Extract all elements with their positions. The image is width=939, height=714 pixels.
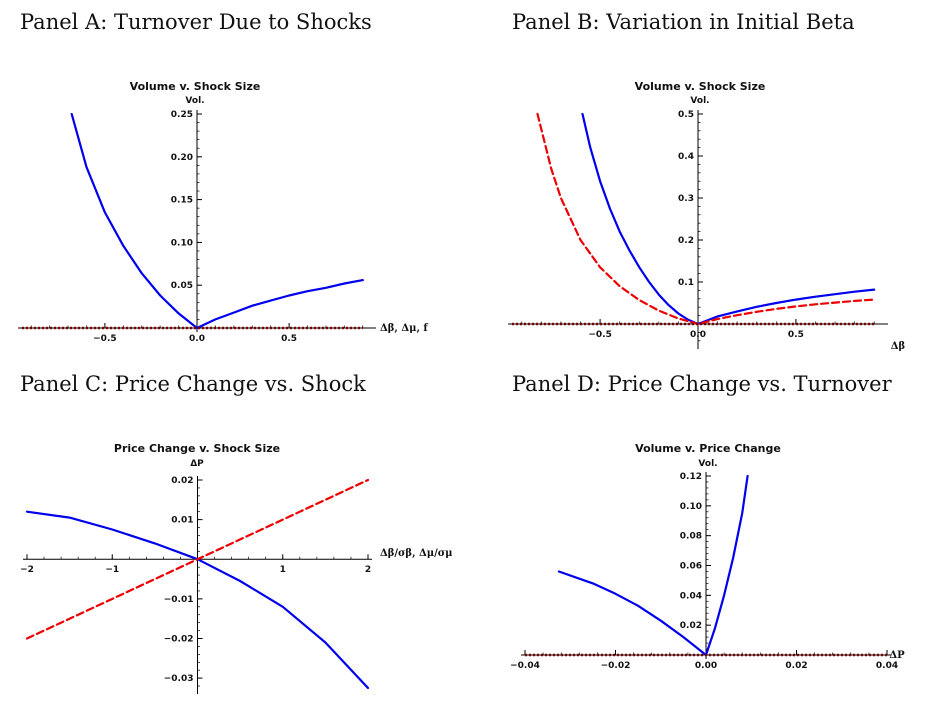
x-tick-label: 2	[365, 565, 371, 575]
x-axis-label: Δβ/σβ, Δμ/σμ	[380, 548, 452, 559]
y-axis-label: Vol.	[690, 96, 709, 106]
y-tick-label: 0.25	[171, 110, 193, 120]
y-tick-label: 0.1	[678, 278, 694, 288]
chart-title: Volume v. Shock Size	[130, 80, 261, 93]
y-tick-label: −0.02	[164, 634, 194, 644]
y-tick-label: −0.03	[164, 674, 194, 684]
x-tick-label: −0.04	[510, 661, 540, 671]
series-line	[581, 112, 876, 326]
chart-volume-shock-beta: Volume v. Shock Size Vol. −0.5 0.0 0.5 0.1 0.2…	[508, 80, 906, 352]
y-tick-label: 0.08	[680, 532, 702, 542]
y-tick-label: 0.2	[678, 236, 694, 246]
y-tick-label: 0.04	[680, 591, 702, 601]
y-tick-label: 0.10	[171, 238, 193, 248]
series-line	[70, 112, 364, 330]
chart-title: Volume v. Shock Size	[635, 80, 766, 93]
chart-title: Volume v. Price Change	[635, 442, 781, 455]
y-tick-label: 0.5	[678, 110, 694, 120]
chart-price-change-shock: Price Change v. Shock Size ΔP −2 −1 1 2 −0.03 −…	[20, 442, 452, 694]
y-tick-label: 0.20	[171, 153, 193, 163]
x-axis-label: ΔP	[889, 650, 905, 661]
series-line	[25, 478, 370, 640]
panel-a-title: Panel A: Turnover Due to Shocks	[20, 10, 372, 34]
y-tick-label: 0.15	[171, 196, 193, 206]
x-tick-label: −1	[105, 565, 119, 575]
x-tick-label: −0.5	[93, 334, 116, 344]
y-tick-label: 0.05	[171, 281, 193, 291]
chart-volume-price-change: Volume v. Price Change Vol. −0.04 −0.02 0.00…	[510, 442, 905, 671]
y-axis-label: Vol.	[698, 459, 717, 469]
chart-title: Price Change v. Shock Size	[114, 442, 280, 455]
x-tick-label: 0.0	[189, 334, 205, 344]
y-tick-label: 0.12	[680, 472, 702, 482]
panel-c-title: Panel C: Price Change vs. Shock	[20, 372, 366, 396]
x-tick-label: 0.04	[876, 661, 898, 671]
y-tick-label: −0.01	[164, 595, 194, 605]
y-tick-label: 0.06	[680, 562, 702, 572]
x-tick-label: 0.02	[785, 661, 807, 671]
x-axis-label: Δβ	[891, 341, 906, 352]
x-tick-label: 1	[280, 565, 286, 575]
x-axis-label: Δβ, Δμ, f	[380, 323, 428, 334]
y-tick-label: 0.4	[678, 152, 694, 162]
chart-volume-shock: Volume v. Shock Size Vol. −0.5 0.0 0.5 0.05 0.…	[18, 80, 428, 344]
y-tick-label: 0.02	[171, 476, 193, 486]
x-tick-label: −0.5	[588, 330, 611, 340]
y-tick-label: 0.01	[171, 516, 193, 526]
y-tick-label: 0.10	[680, 502, 702, 512]
y-tick-label: 0.3	[678, 194, 694, 204]
panel-d-title: Panel D: Price Change vs. Turnover	[512, 372, 892, 396]
x-tick-label: 0.0	[690, 330, 706, 340]
y-axis-label: Vol.	[185, 96, 204, 106]
x-tick-label: 0.00	[695, 661, 717, 671]
x-tick-label: 0.5	[281, 334, 297, 344]
y-tick-label: 0.02	[680, 621, 702, 631]
series-line	[536, 112, 876, 326]
x-tick-label: −0.02	[601, 661, 631, 671]
y-axis-label: ΔP	[190, 459, 204, 469]
panel-b-title: Panel B: Variation in Initial Beta	[512, 10, 855, 34]
series-line	[557, 474, 749, 657]
x-tick-label: −2	[20, 565, 34, 575]
x-tick-label: 0.5	[788, 330, 804, 340]
